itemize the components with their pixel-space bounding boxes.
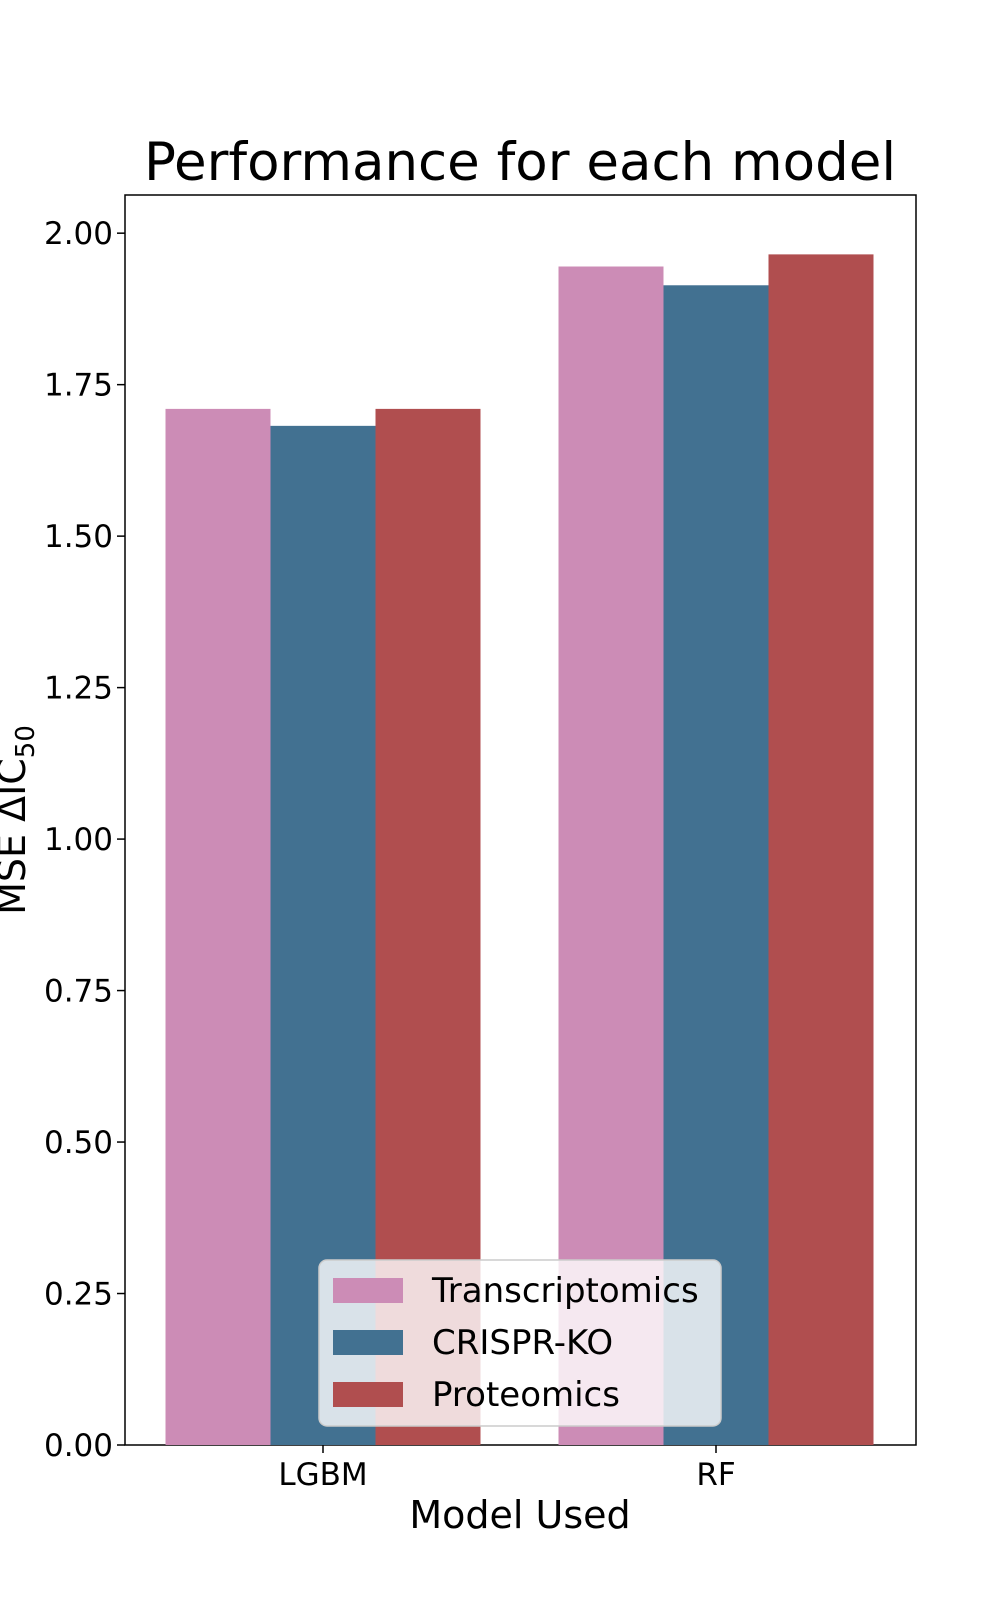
- bar-proteomics-rf: [768, 254, 874, 1446]
- y-tick-label: 1.75: [44, 368, 113, 404]
- y-tick-label: 2.00: [44, 216, 113, 252]
- y-tick-label: 1.00: [44, 822, 113, 858]
- legend-box: [318, 1259, 722, 1427]
- legend-swatch-transcriptomics: [333, 1278, 403, 1303]
- plot-frame: [124, 194, 917, 1446]
- y-tick-label: 0.50: [44, 1125, 113, 1161]
- y-axis-label-subscript: 50: [11, 725, 41, 758]
- x-tick-label-rf: RF: [696, 1457, 735, 1493]
- y-tick-label: 1.25: [44, 671, 113, 707]
- legend-swatch-proteomics: [333, 1382, 403, 1407]
- y-tick-label: 0.25: [44, 1277, 113, 1313]
- legend: Transcriptomics CRISPR-KO Proteomics: [318, 1259, 722, 1427]
- legend-label-transcriptomics: Transcriptomics: [431, 1271, 699, 1311]
- y-tick-label: 1.50: [44, 519, 113, 555]
- bar-crispr-ko-rf: [663, 285, 769, 1446]
- chart-title: Performance for each model: [144, 132, 896, 193]
- y-tick-label: 0.00: [44, 1428, 113, 1464]
- legend-items: Transcriptomics CRISPR-KO Proteomics: [333, 1271, 699, 1415]
- x-axis-label: Model Used: [409, 1493, 630, 1537]
- bar-transcriptomics-lgbm: [165, 408, 271, 1445]
- x-tick-label-lgbm: LGBM: [278, 1457, 367, 1493]
- y-axis-ticks: 0.00 0.25 0.50 0.75 1.00 1.25 1.50 1.75 2.00: [44, 216, 125, 1464]
- y-tick-label: 0.75: [44, 974, 113, 1010]
- legend-label-crispr-ko: CRISPR-KO: [432, 1323, 613, 1363]
- bar-transcriptomics-rf: [558, 266, 664, 1446]
- y-axis-label-main: MSE ΔIC: [0, 758, 34, 915]
- legend-swatch-crispr-ko: [333, 1330, 403, 1355]
- x-axis-ticks: LGBM RF: [278, 1445, 736, 1493]
- y-axis-label: MSE ΔIC50: [0, 725, 41, 915]
- legend-label-proteomics: Proteomics: [432, 1375, 620, 1415]
